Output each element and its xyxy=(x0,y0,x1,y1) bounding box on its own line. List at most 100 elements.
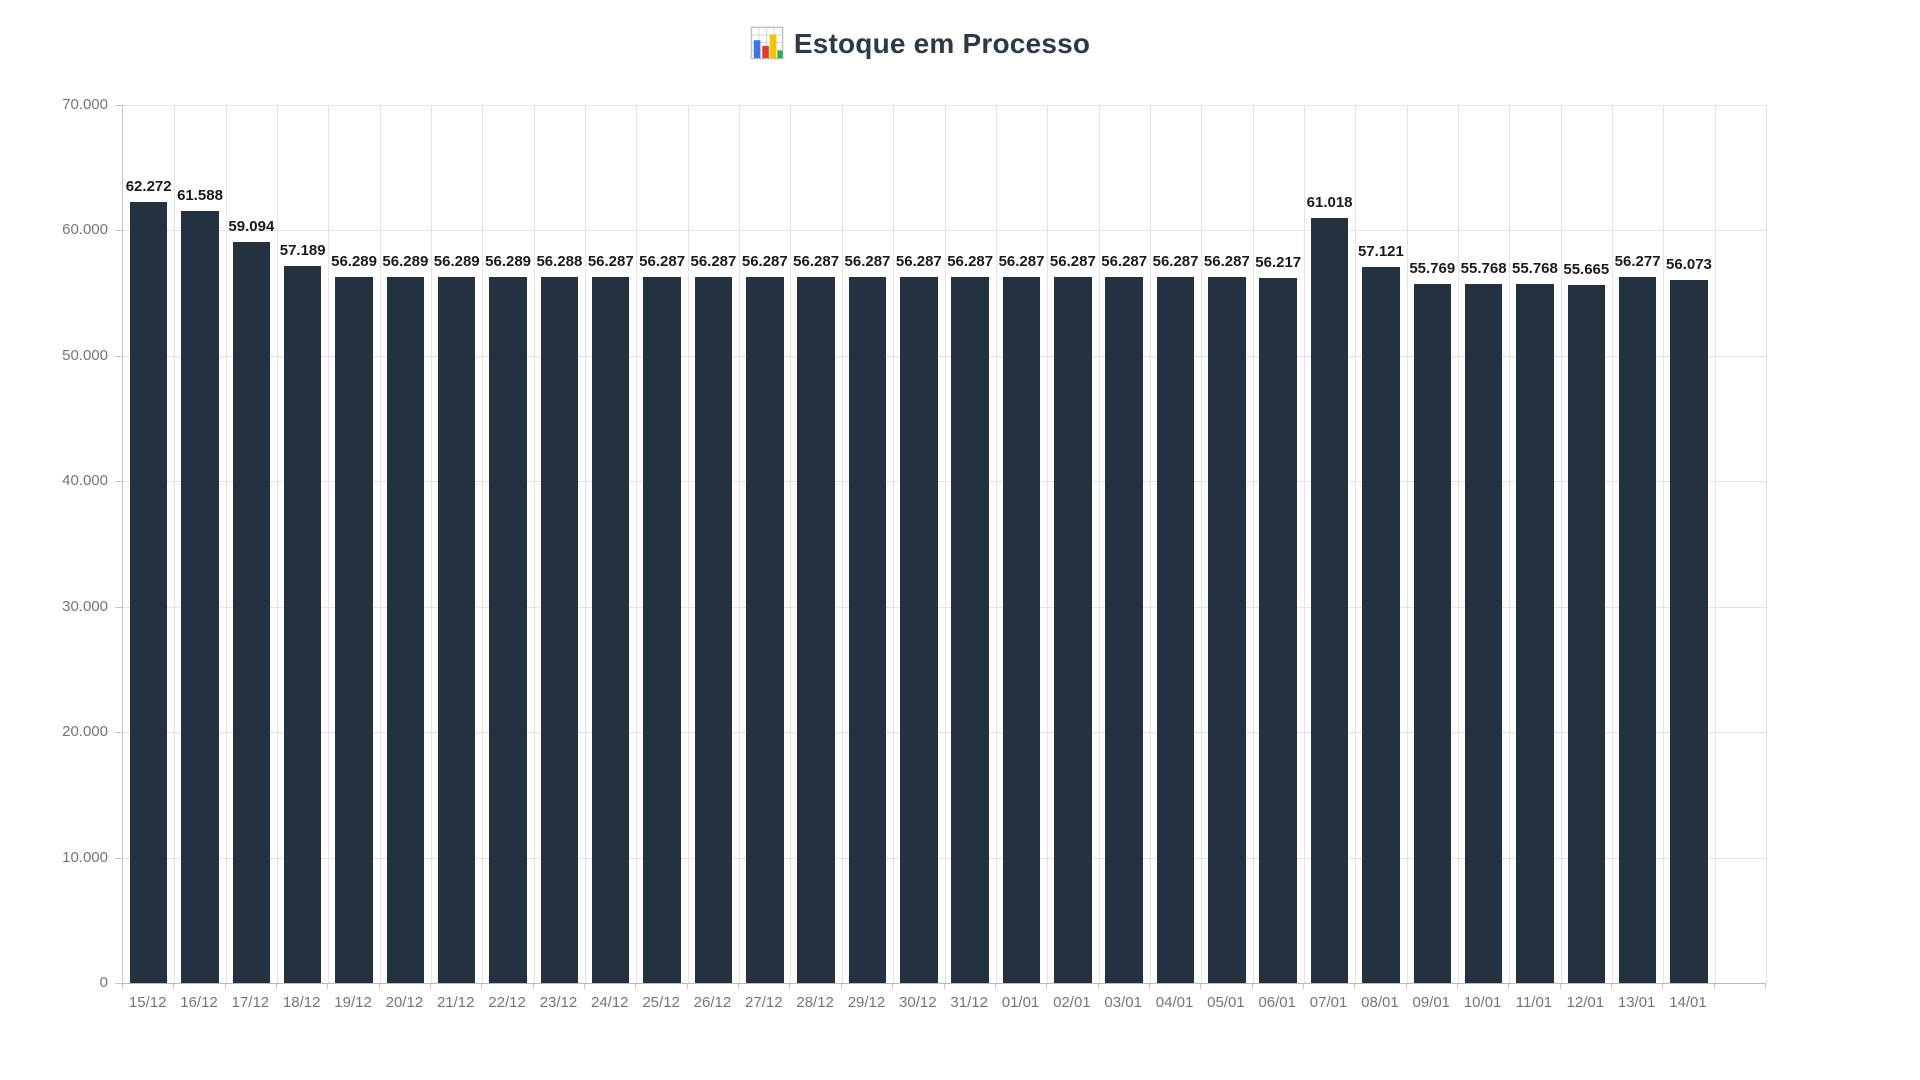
x-tick-label: 20/12 xyxy=(385,994,424,1011)
x-tick-label: 19/12 xyxy=(334,994,372,1011)
bar[interactable] xyxy=(386,276,425,983)
gridline-v xyxy=(1098,105,1100,983)
bar[interactable] xyxy=(232,241,271,983)
bar-value-label: 56.073 xyxy=(1666,255,1712,273)
bar-value-label: 56.289 xyxy=(433,252,480,270)
bar[interactable] xyxy=(1054,277,1092,983)
bar[interactable] xyxy=(592,277,630,983)
chart-title: Estoque em Processo xyxy=(793,28,1091,59)
x-axis-tick xyxy=(430,984,432,989)
gridline-v xyxy=(1714,105,1716,983)
x-axis-tick xyxy=(1302,984,1304,989)
bar[interactable] xyxy=(1002,277,1041,983)
gridline-v xyxy=(1611,105,1613,983)
bar-value-label: 56.287 xyxy=(1101,253,1148,270)
bar-value-label: 56.287 xyxy=(639,253,686,270)
x-axis-tick xyxy=(1200,984,1202,989)
y-axis-tick xyxy=(115,983,123,984)
gridline-v xyxy=(739,105,741,983)
y-axis-tick xyxy=(115,732,123,734)
bar[interactable] xyxy=(1105,277,1143,983)
bar[interactable] xyxy=(335,276,373,983)
gridline-v xyxy=(1303,105,1305,983)
y-tick-label: 40.000 xyxy=(62,472,108,490)
x-tick-label: 14/01 xyxy=(1669,994,1707,1011)
bar[interactable] xyxy=(1516,283,1554,983)
bar[interactable] xyxy=(1362,266,1400,983)
bar[interactable] xyxy=(129,201,168,983)
bar[interactable] xyxy=(1670,279,1708,983)
bar[interactable] xyxy=(540,277,579,983)
y-axis-tick xyxy=(115,230,123,232)
x-axis-tick xyxy=(1713,984,1715,989)
bar-value-label: 56.287 xyxy=(1203,253,1250,270)
y-tick-label: 60.000 xyxy=(62,221,108,239)
x-tick-label: 05/01 xyxy=(1207,994,1245,1011)
bar-value-label: 57.121 xyxy=(1357,242,1404,260)
chart-header: Estoque em Processo xyxy=(50,26,1790,70)
gridline-v xyxy=(1560,105,1562,983)
x-tick-label: 02/01 xyxy=(1053,994,1091,1011)
bar[interactable] xyxy=(797,277,835,983)
bar[interactable] xyxy=(1413,283,1451,983)
x-tick-label: 13/01 xyxy=(1617,994,1656,1011)
x-axis-tick xyxy=(1046,984,1048,989)
x-axis-tick xyxy=(584,984,586,989)
x-axis-tick xyxy=(1456,984,1458,989)
bar[interactable] xyxy=(746,277,784,983)
bar[interactable] xyxy=(1310,217,1349,983)
bar[interactable] xyxy=(1567,284,1606,983)
x-tick-label: 17/12 xyxy=(231,994,270,1011)
bar[interactable] xyxy=(1156,277,1195,983)
bar[interactable] xyxy=(1618,277,1657,983)
x-tick-label: 28/12 xyxy=(796,994,834,1011)
bar[interactable] xyxy=(1464,283,1503,983)
bar[interactable] xyxy=(848,277,887,983)
bar-value-label: 56.287 xyxy=(1152,253,1199,270)
bar-value-label: 56.287 xyxy=(587,253,634,270)
gridline-v xyxy=(1201,105,1203,983)
gridline-v xyxy=(174,105,176,983)
gridline-v xyxy=(1406,105,1408,983)
y-tick-label: 0 xyxy=(99,974,108,991)
gridline-v xyxy=(995,105,997,983)
bar[interactable] xyxy=(489,276,527,983)
bar-value-label: 55.665 xyxy=(1563,260,1610,278)
bar-value-label: 56.287 xyxy=(690,253,737,270)
bar[interactable] xyxy=(283,265,322,983)
bar[interactable] xyxy=(694,277,733,983)
gridline-v xyxy=(893,105,895,983)
y-axis-tick xyxy=(115,481,123,483)
y-axis-tick xyxy=(115,606,123,608)
y-tick-label: 10.000 xyxy=(62,848,108,866)
bar[interactable] xyxy=(643,277,681,983)
bar[interactable] xyxy=(1259,277,1297,983)
bar[interactable] xyxy=(900,277,938,983)
bar-value-label: 56.287 xyxy=(741,253,788,270)
gridline-v xyxy=(1509,105,1511,983)
x-axis-tick xyxy=(1662,984,1664,989)
bar[interactable] xyxy=(181,210,219,983)
bar-value-label: 57.189 xyxy=(279,241,326,259)
bar[interactable] xyxy=(1208,277,1246,983)
x-tick-label: 24/12 xyxy=(590,994,629,1011)
gridline-v xyxy=(636,105,638,983)
gridline-v xyxy=(1355,105,1357,983)
bar-value-label: 55.768 xyxy=(1460,259,1507,277)
x-axis-tick xyxy=(1508,984,1510,989)
gridline-v xyxy=(1047,105,1049,983)
x-axis-tick xyxy=(122,984,123,989)
y-tick-label: 70.000 xyxy=(62,96,108,113)
y-axis: 0 10.000 20.000 30.000 40.000 50.000 60.000 70.… xyxy=(0,96,112,991)
x-tick-label: 30/12 xyxy=(899,994,937,1011)
bar-value-label: 61.588 xyxy=(177,186,223,204)
gridline-v xyxy=(225,105,227,983)
bar[interactable] xyxy=(437,276,476,983)
x-tick-label: 29/12 xyxy=(847,994,886,1011)
x-tick-label: 09/01 xyxy=(1412,994,1451,1011)
gridline-v xyxy=(328,105,330,983)
plot-area[interactable]: 62.272 61.588 59.094 57.189 56.289 56.289 56.2… xyxy=(115,105,1767,984)
bar[interactable] xyxy=(951,277,989,983)
x-axis: 15/12 16/12 17/12 18/12 19/12 20/12 21/12 22/12… xyxy=(122,984,1766,1024)
